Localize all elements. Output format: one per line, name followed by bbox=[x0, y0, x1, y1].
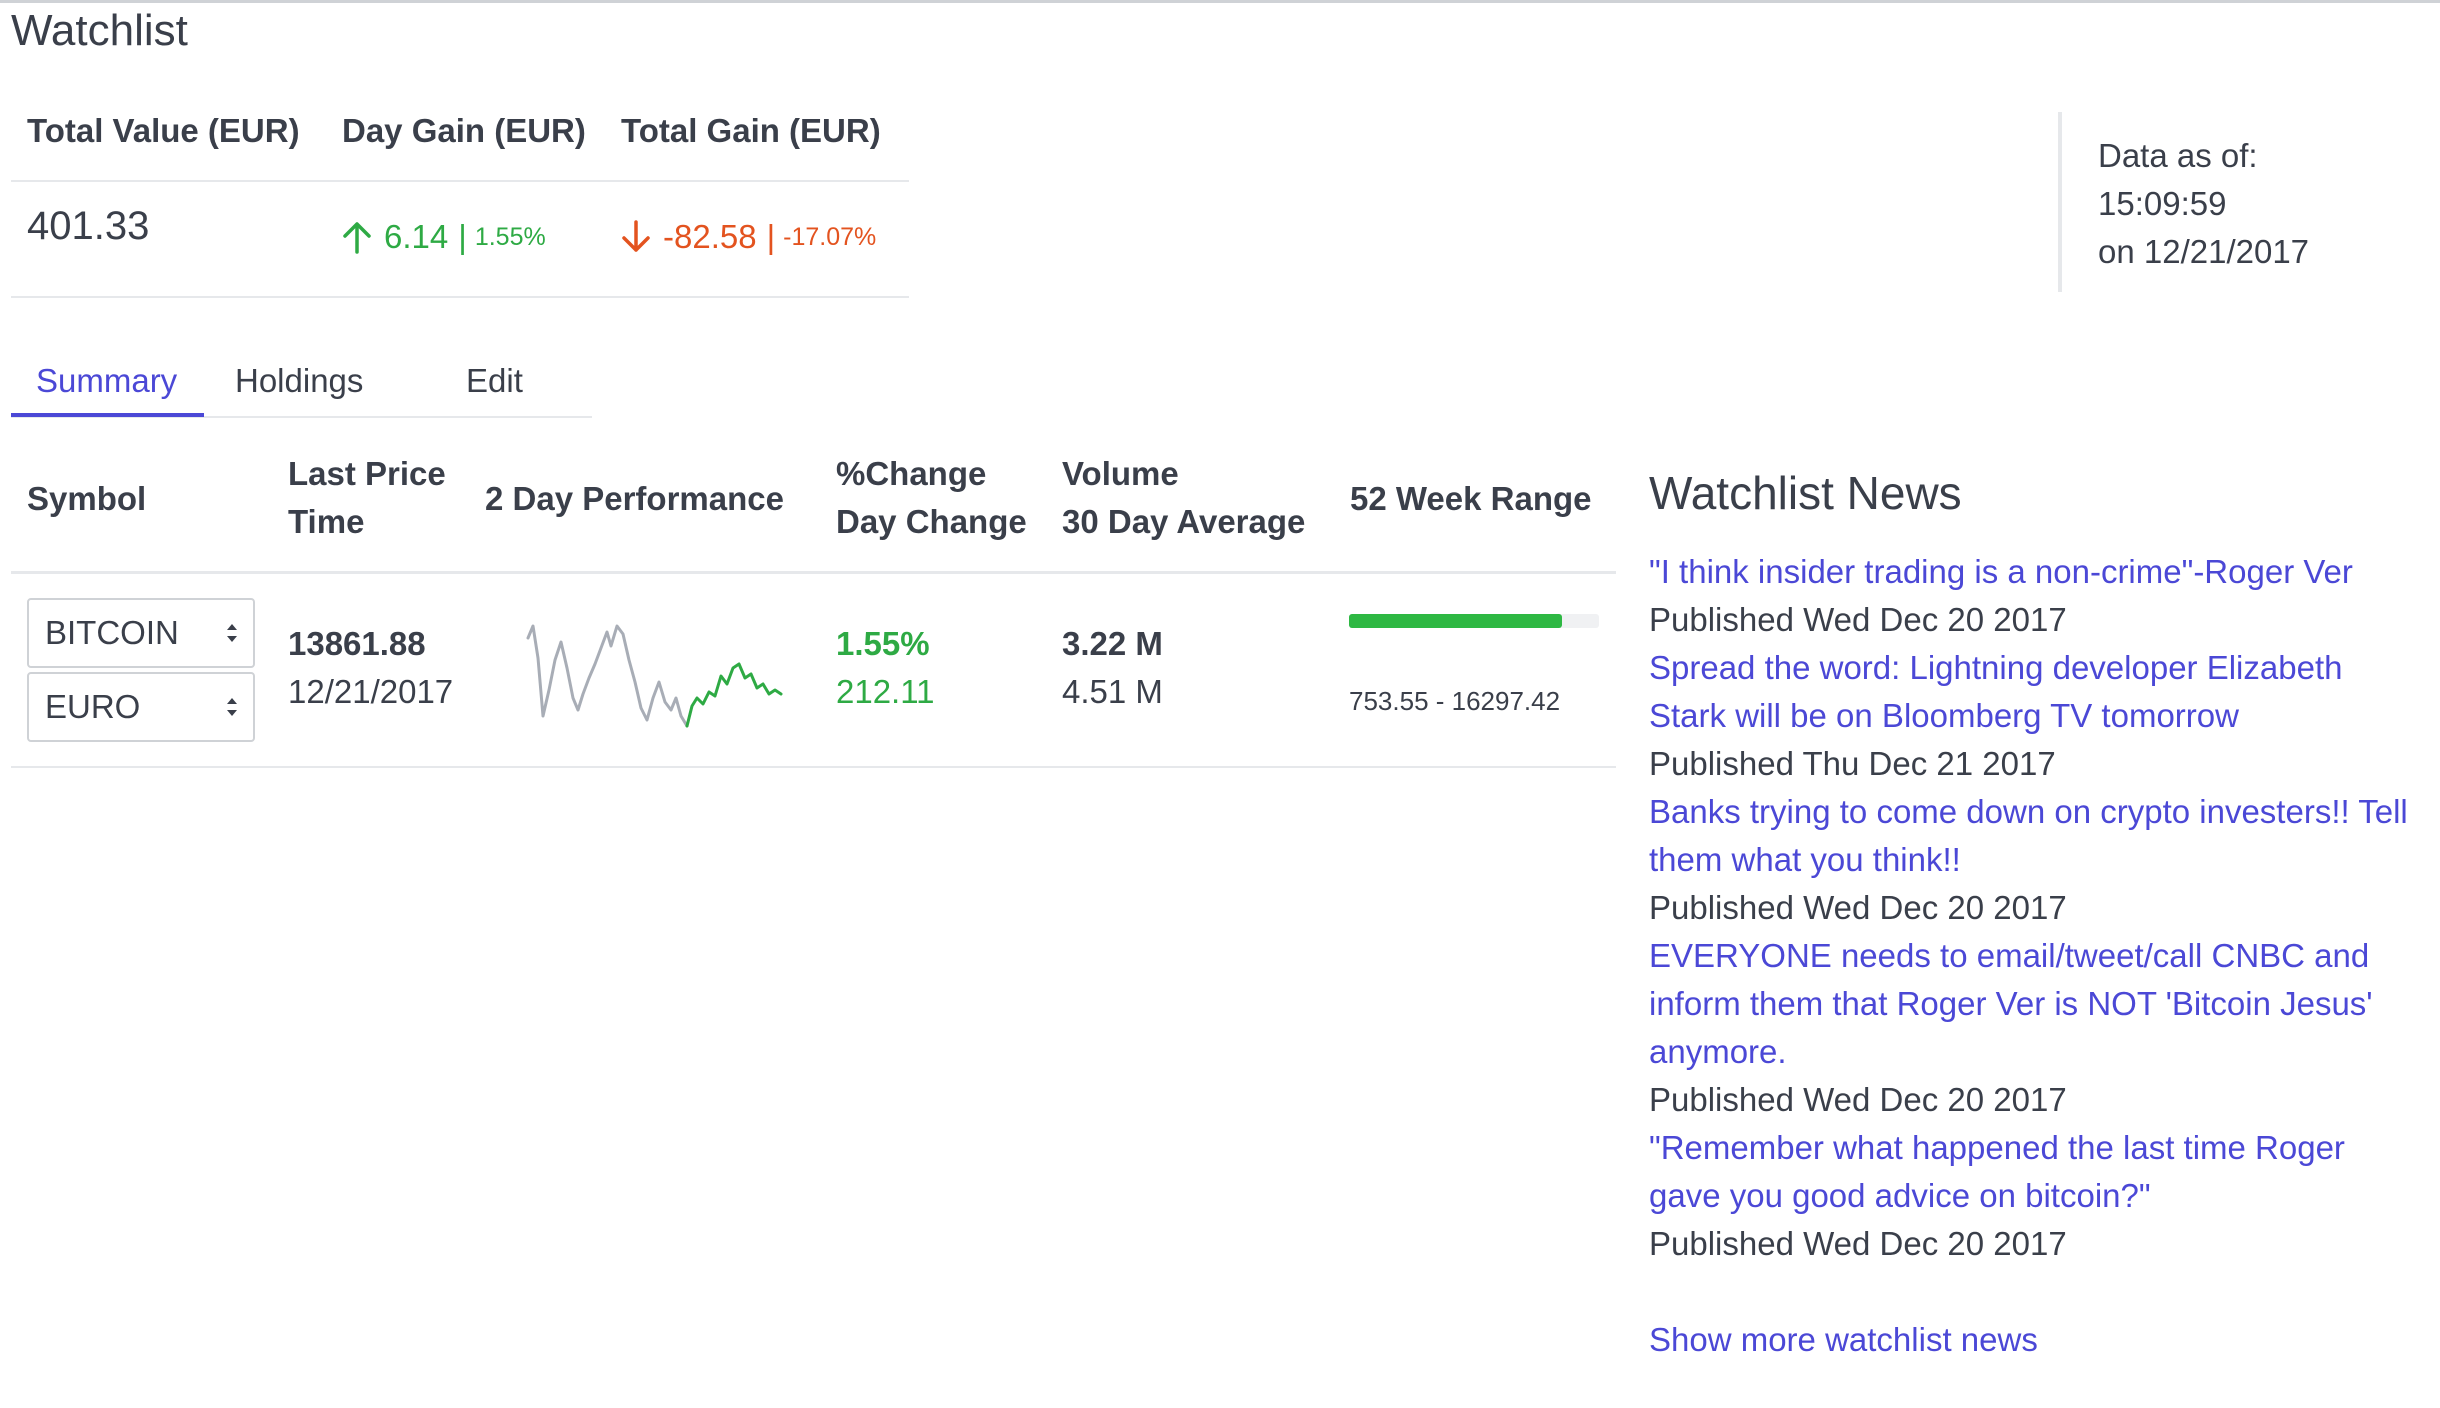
data-as-of-time: 15:09:59 bbox=[2098, 185, 2227, 222]
data-as-of-label: Data as of: bbox=[2098, 137, 2258, 174]
news-published-date: Published Thu Dec 21 2017 bbox=[1649, 745, 2056, 782]
news-published-date: Published Wed Dec 20 2017 bbox=[1649, 1225, 2067, 1262]
news-published-date: Published Wed Dec 20 2017 bbox=[1649, 889, 2067, 926]
select-arrows-icon bbox=[227, 624, 237, 642]
day-gain-percent: 1.55% bbox=[474, 222, 546, 251]
show-more-news-link[interactable]: Show more watchlist news bbox=[1649, 1321, 2038, 1358]
news-item: EVERYONE needs to email/tweet/call CNBC … bbox=[1649, 932, 2409, 1124]
page-title: Watchlist bbox=[11, 6, 188, 55]
tab-summary[interactable]: Summary bbox=[36, 362, 178, 399]
news-headline-link[interactable]: "Remember what happened the last time Ro… bbox=[1649, 1129, 2345, 1214]
col-day-change: Day Change bbox=[836, 503, 1027, 540]
symbol-to-select[interactable]: EURO bbox=[27, 672, 255, 742]
col-last-price: Last Price bbox=[288, 455, 446, 492]
total-gain-percent: -17.07% bbox=[783, 222, 877, 251]
day-gain-label: Day Gain (EUR) bbox=[342, 112, 586, 149]
news-title: Watchlist News bbox=[1649, 467, 1962, 519]
tab-edit[interactable]: Edit bbox=[466, 362, 523, 399]
news-item: "Remember what happened the last time Ro… bbox=[1649, 1124, 2409, 1268]
data-as-of-date: on 12/21/2017 bbox=[2098, 233, 2310, 270]
news-published-date: Published Wed Dec 20 2017 bbox=[1649, 601, 2067, 638]
stats-header: Total Value (EUR) Day Gain (EUR) Total G… bbox=[11, 100, 909, 182]
active-tab-indicator bbox=[11, 413, 204, 417]
col-volume: Volume bbox=[1062, 455, 1179, 492]
tab-holdings[interactable]: Holdings bbox=[235, 362, 364, 399]
news-item: Banks trying to come down on crypto inve… bbox=[1649, 788, 2409, 932]
col-time: Time bbox=[288, 503, 365, 540]
total-value-label: Total Value (EUR) bbox=[27, 112, 300, 149]
total-gain-label: Total Gain (EUR) bbox=[621, 112, 881, 149]
news-item: Spread the word: Lightning developer Eli… bbox=[1649, 644, 2409, 788]
arrow-up-icon bbox=[343, 222, 371, 254]
news-published-date: Published Wed Dec 20 2017 bbox=[1649, 1081, 2067, 1118]
last-price-time: 12/21/2017 bbox=[288, 673, 454, 710]
52-week-range-bar bbox=[1349, 614, 1599, 628]
2-day-performance-sparkline bbox=[526, 624, 783, 728]
volume: 3.22 M bbox=[1062, 625, 1163, 662]
col-symbol: Symbol bbox=[27, 480, 147, 517]
table-row: BITCOIN EURO 13861.88 12/21/2017 1.55% 2… bbox=[11, 574, 1616, 768]
tab-bar: Summary Holdings Edit bbox=[11, 336, 592, 418]
total-gain: -82.58 | -17.07% bbox=[621, 218, 876, 256]
table-header: Symbol Last Price Time 2 Day Performance… bbox=[11, 440, 1616, 574]
news-item: "I think insider trading is a non-crime"… bbox=[1649, 548, 2409, 644]
last-price: 13861.88 bbox=[288, 625, 426, 662]
total-gain-separator: | bbox=[766, 218, 776, 255]
total-gain-value: -82.58 bbox=[663, 218, 757, 255]
day-gain: 6.14 | 1.55% bbox=[342, 218, 546, 256]
data-as-of: Data as of: 15:09:59 on 12/21/2017 bbox=[2058, 112, 2309, 292]
52-week-range-values: 753.55 - 16297.42 bbox=[1349, 686, 1561, 716]
top-border bbox=[0, 0, 2440, 3]
news-list: "I think insider trading is a non-crime"… bbox=[1649, 548, 2409, 1268]
symbol-from-value: BITCOIN bbox=[45, 614, 179, 651]
symbol-to-value: EURO bbox=[45, 688, 141, 725]
news-headline-link[interactable]: Banks trying to come down on crypto inve… bbox=[1649, 793, 2408, 878]
symbol-from-select[interactable]: BITCOIN bbox=[27, 598, 255, 668]
day-change: 212.11 bbox=[836, 673, 935, 710]
news-headline-link[interactable]: EVERYONE needs to email/tweet/call CNBC … bbox=[1649, 937, 2373, 1070]
select-arrows-icon bbox=[227, 698, 237, 716]
news-headline-link[interactable]: "I think insider trading is a non-crime"… bbox=[1649, 553, 2353, 590]
volume-30-day-average: 4.51 M bbox=[1062, 673, 1163, 710]
col-52-week-range: 52 Week Range bbox=[1350, 480, 1592, 517]
col-2-day-performance: 2 Day Performance bbox=[485, 480, 784, 517]
summary-stats: Total Value (EUR) Day Gain (EUR) Total G… bbox=[11, 100, 909, 298]
col-30-day-average: 30 Day Average bbox=[1062, 503, 1306, 540]
news-headline-link[interactable]: Spread the word: Lightning developer Eli… bbox=[1649, 649, 2343, 734]
arrow-down-icon bbox=[622, 220, 650, 252]
52-week-range-fill bbox=[1349, 614, 1562, 628]
day-gain-value: 6.14 bbox=[384, 218, 449, 255]
day-gain-separator: | bbox=[458, 218, 467, 255]
col-pct-change: %Change bbox=[836, 455, 987, 492]
total-value: 401.33 bbox=[27, 204, 150, 248]
percent-change: 1.55% bbox=[836, 625, 930, 662]
